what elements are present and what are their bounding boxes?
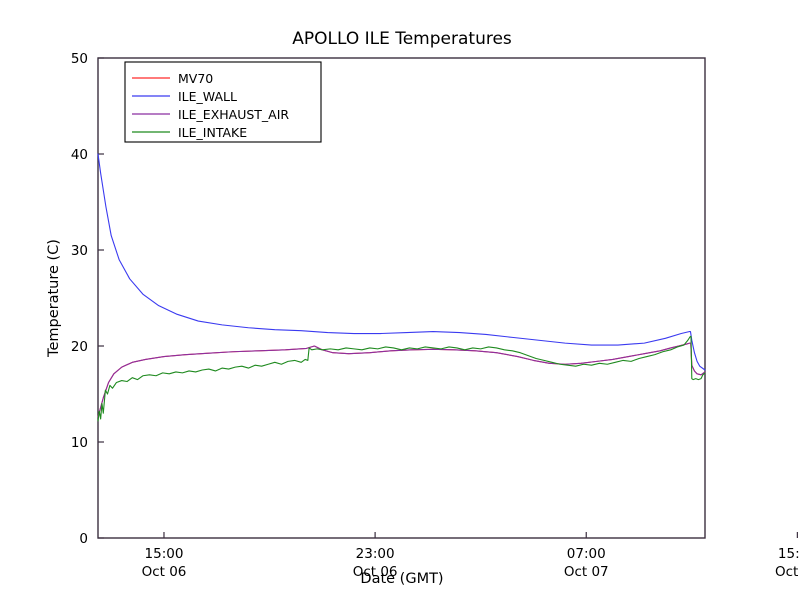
- x-tick-label-time: 23:00: [356, 546, 395, 562]
- y-tick-label: 30: [71, 243, 88, 259]
- x-tick-label-time: 07:00: [567, 546, 606, 562]
- x-tick-label-date: Oct 06: [142, 564, 187, 580]
- y-axis-ticks: 0 10 20 30 40 50: [71, 51, 104, 547]
- legend-label-ile_exhaust_air: ILE_EXHAUST_AIR: [178, 107, 289, 122]
- legend-label-mv70: MV70: [178, 71, 213, 86]
- y-axis-label: Temperature (C): [46, 239, 62, 358]
- series-line-ile_intake: [97, 335, 706, 422]
- y-tick-label: 40: [71, 147, 88, 163]
- plot-area-frame: [97, 57, 706, 539]
- series-line-ile_wall: [97, 153, 706, 371]
- x-tick-label-date: Oct 07: [775, 564, 800, 580]
- legend-entries: MV70 ILE_WALL ILE_EXHAUST_AIR ILE_INTAKE: [132, 71, 289, 140]
- x-tick-label-time: 15:00: [778, 546, 800, 562]
- y-tick-label: 0: [79, 531, 88, 547]
- legend-label-ile_intake: ILE_INTAKE: [178, 125, 247, 140]
- y-tick-label: 20: [71, 339, 88, 355]
- legend-frame: [124, 61, 322, 143]
- y-tick-label: 50: [71, 51, 88, 67]
- x-axis-ticks: 15:00 Oct 06 23:00 Oct 06 07:00 Oct 07 15:00 Oc…: [142, 532, 800, 580]
- legend-label-ile_wall: ILE_WALL: [178, 89, 237, 104]
- x-axis-label: Date (GMT): [360, 571, 443, 587]
- x-tick-label-date: Oct 07: [564, 564, 609, 580]
- chart-legend: MV70 ILE_WALL ILE_EXHAUST_AIR ILE_INTAKE: [124, 61, 322, 143]
- y-tick-label: 10: [71, 435, 88, 451]
- x-tick-label-date: Oct 06: [353, 564, 398, 580]
- x-tick-label-time: 15:00: [145, 546, 184, 562]
- data-series-group: [97, 153, 706, 422]
- chart-title: APOLLO ILE Temperatures: [292, 29, 512, 49]
